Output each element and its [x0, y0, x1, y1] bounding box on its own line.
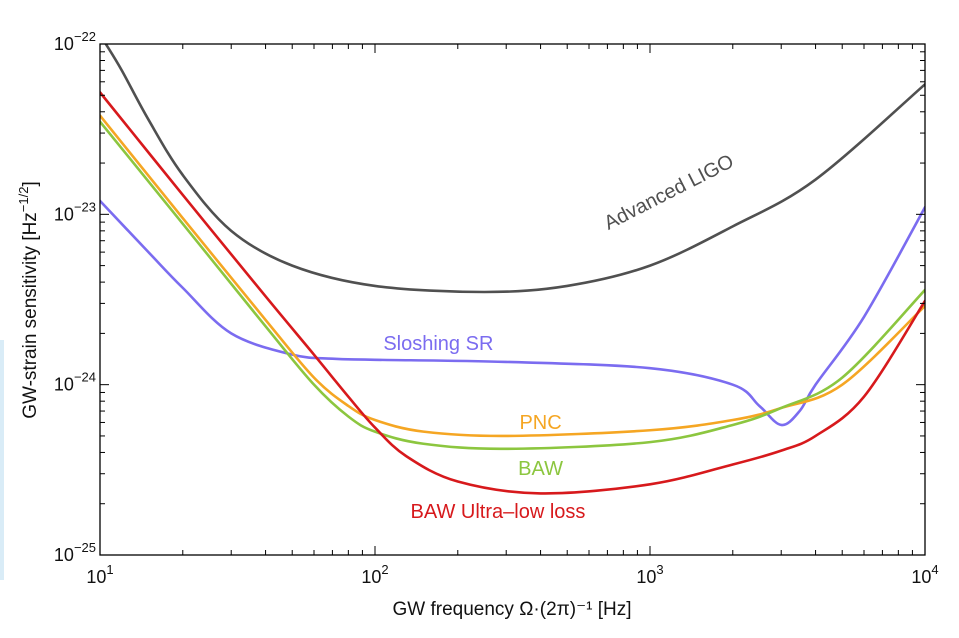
left-edge-strip [0, 340, 4, 580]
y-tick-label-minus24-base: 10 [54, 375, 74, 395]
y-axis-label-end: ] [20, 181, 41, 186]
x-tick-label-4: 104 [911, 562, 938, 587]
annotation-baw-ultra-low-loss: BAW Ultra–low loss [411, 501, 586, 523]
x-tick-label-1-base: 10 [86, 567, 106, 587]
y-tick-label-minus22: 10−22 [54, 29, 96, 54]
y-tick-label-minus24: 10−24 [54, 370, 96, 395]
x-tick-label-3-exponent: 3 [656, 562, 663, 577]
x-tick-label-2-base: 10 [361, 567, 381, 587]
x-axis-label: GW frequency Ω·(2π)⁻¹ [Hz] [393, 599, 632, 620]
y-tick-label-minus22-exponent: −22 [74, 29, 96, 44]
y-axis-label: GW-strain sensitivity [Hz−1/2] [16, 181, 41, 419]
y-tick-label-minus24-exponent: −24 [74, 370, 96, 385]
series-layer [100, 44, 925, 495]
y-tick-label-minus25-base: 10 [54, 545, 74, 565]
annotation-layer: Advanced LIGO Sloshing SR PNC BAW BAW Ultra–… [383, 150, 737, 523]
x-tick-label-2: 102 [361, 562, 388, 587]
series-line-sloshing-sr [100, 199, 925, 427]
y-tick-label-minus25-exponent: −25 [74, 540, 96, 555]
x-tick-label-1-exponent: 1 [106, 562, 113, 577]
x-tick-label-3: 103 [636, 562, 663, 587]
y-axis-label-main: GW-strain sensitivity [Hz [20, 212, 41, 419]
y-tick-label-minus23-exponent: −23 [74, 199, 96, 214]
plot-frame [99, 43, 926, 556]
series-line-baw-ultra-low-loss [100, 91, 925, 495]
annotation-advanced-ligo: Advanced LIGO [601, 150, 738, 234]
y-tick-label-minus23-base: 10 [54, 204, 74, 224]
x-tick-label-1: 101 [86, 562, 113, 587]
annotation-pnc: PNC [519, 412, 561, 434]
annotation-baw: BAW [518, 458, 563, 480]
y-axis-label-exponent: −1/2 [16, 187, 31, 213]
y-tick-label-minus25: 10−25 [54, 540, 96, 565]
series-line-advanced-ligo [104, 44, 925, 294]
y-tick-label-minus22-base: 10 [54, 34, 74, 54]
y-tick-label-minus23: 10−23 [54, 199, 96, 224]
x-tick-label-4-exponent: 4 [931, 562, 938, 577]
x-tick-label-3-base: 10 [636, 567, 656, 587]
x-tick-label-2-exponent: 2 [381, 562, 388, 577]
x-tick-label-4-base: 10 [911, 567, 931, 587]
annotation-sloshing-sr: Sloshing SR [383, 333, 493, 355]
series-line-baw [100, 120, 925, 451]
